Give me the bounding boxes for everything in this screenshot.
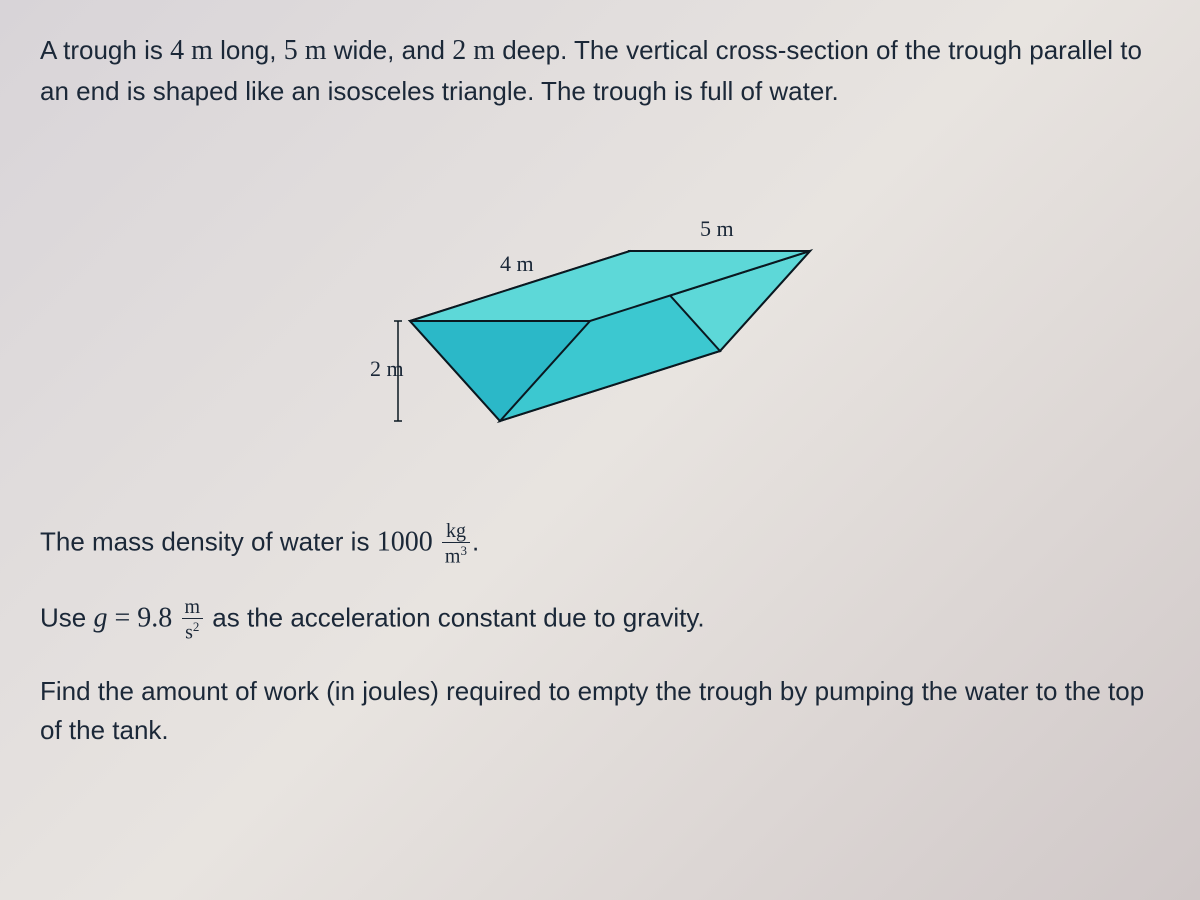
gravity-value: 9.8 [137, 602, 172, 633]
gravity-equals: = [107, 602, 137, 633]
density-unit-den: m3 [442, 543, 470, 567]
gravity-var: g [93, 602, 107, 633]
width-value: 5 m [284, 35, 327, 66]
problem-statement: A trough is 4 m long, 5 m wide, and 2 m … [40, 30, 1160, 111]
question-statement: Find the amount of work (in joules) requ… [40, 672, 1160, 750]
density-unit-fraction: kg m3 [442, 521, 470, 567]
density-suffix: . [472, 527, 479, 557]
gravity-suffix: as the acceleration constant due to grav… [205, 602, 705, 632]
width-suffix: wide, and [326, 35, 452, 65]
gravity-unit-fraction: m s2 [182, 597, 204, 643]
density-statement: The mass density of water is 1000 kg m3 … [40, 521, 1160, 567]
density-value: 1000 [377, 527, 433, 558]
density-prefix: The mass density of water is [40, 527, 377, 557]
gravity-statement: Use g = 9.8 m s2 as the acceleration con… [40, 597, 1160, 643]
gravity-unit-num: m [182, 597, 204, 619]
gravity-unit-den: s2 [182, 619, 204, 643]
intro-prefix: A trough is [40, 35, 170, 65]
depth-label: 2 m [370, 356, 404, 381]
width-label: 5 m [700, 216, 734, 241]
problem-content: A trough is 4 m long, 5 m wide, and 2 m … [0, 0, 1200, 780]
gravity-prefix: Use [40, 602, 93, 632]
depth-value: 2 m [452, 35, 495, 66]
density-unit-num: kg [442, 521, 470, 543]
length-suffix: long, [213, 35, 284, 65]
length-value: 4 m [170, 35, 213, 66]
length-label: 4 m [500, 251, 534, 276]
diagram-container: 2 m 4 m 5 m [40, 191, 1160, 451]
trough-diagram: 2 m 4 m 5 m [350, 191, 850, 451]
